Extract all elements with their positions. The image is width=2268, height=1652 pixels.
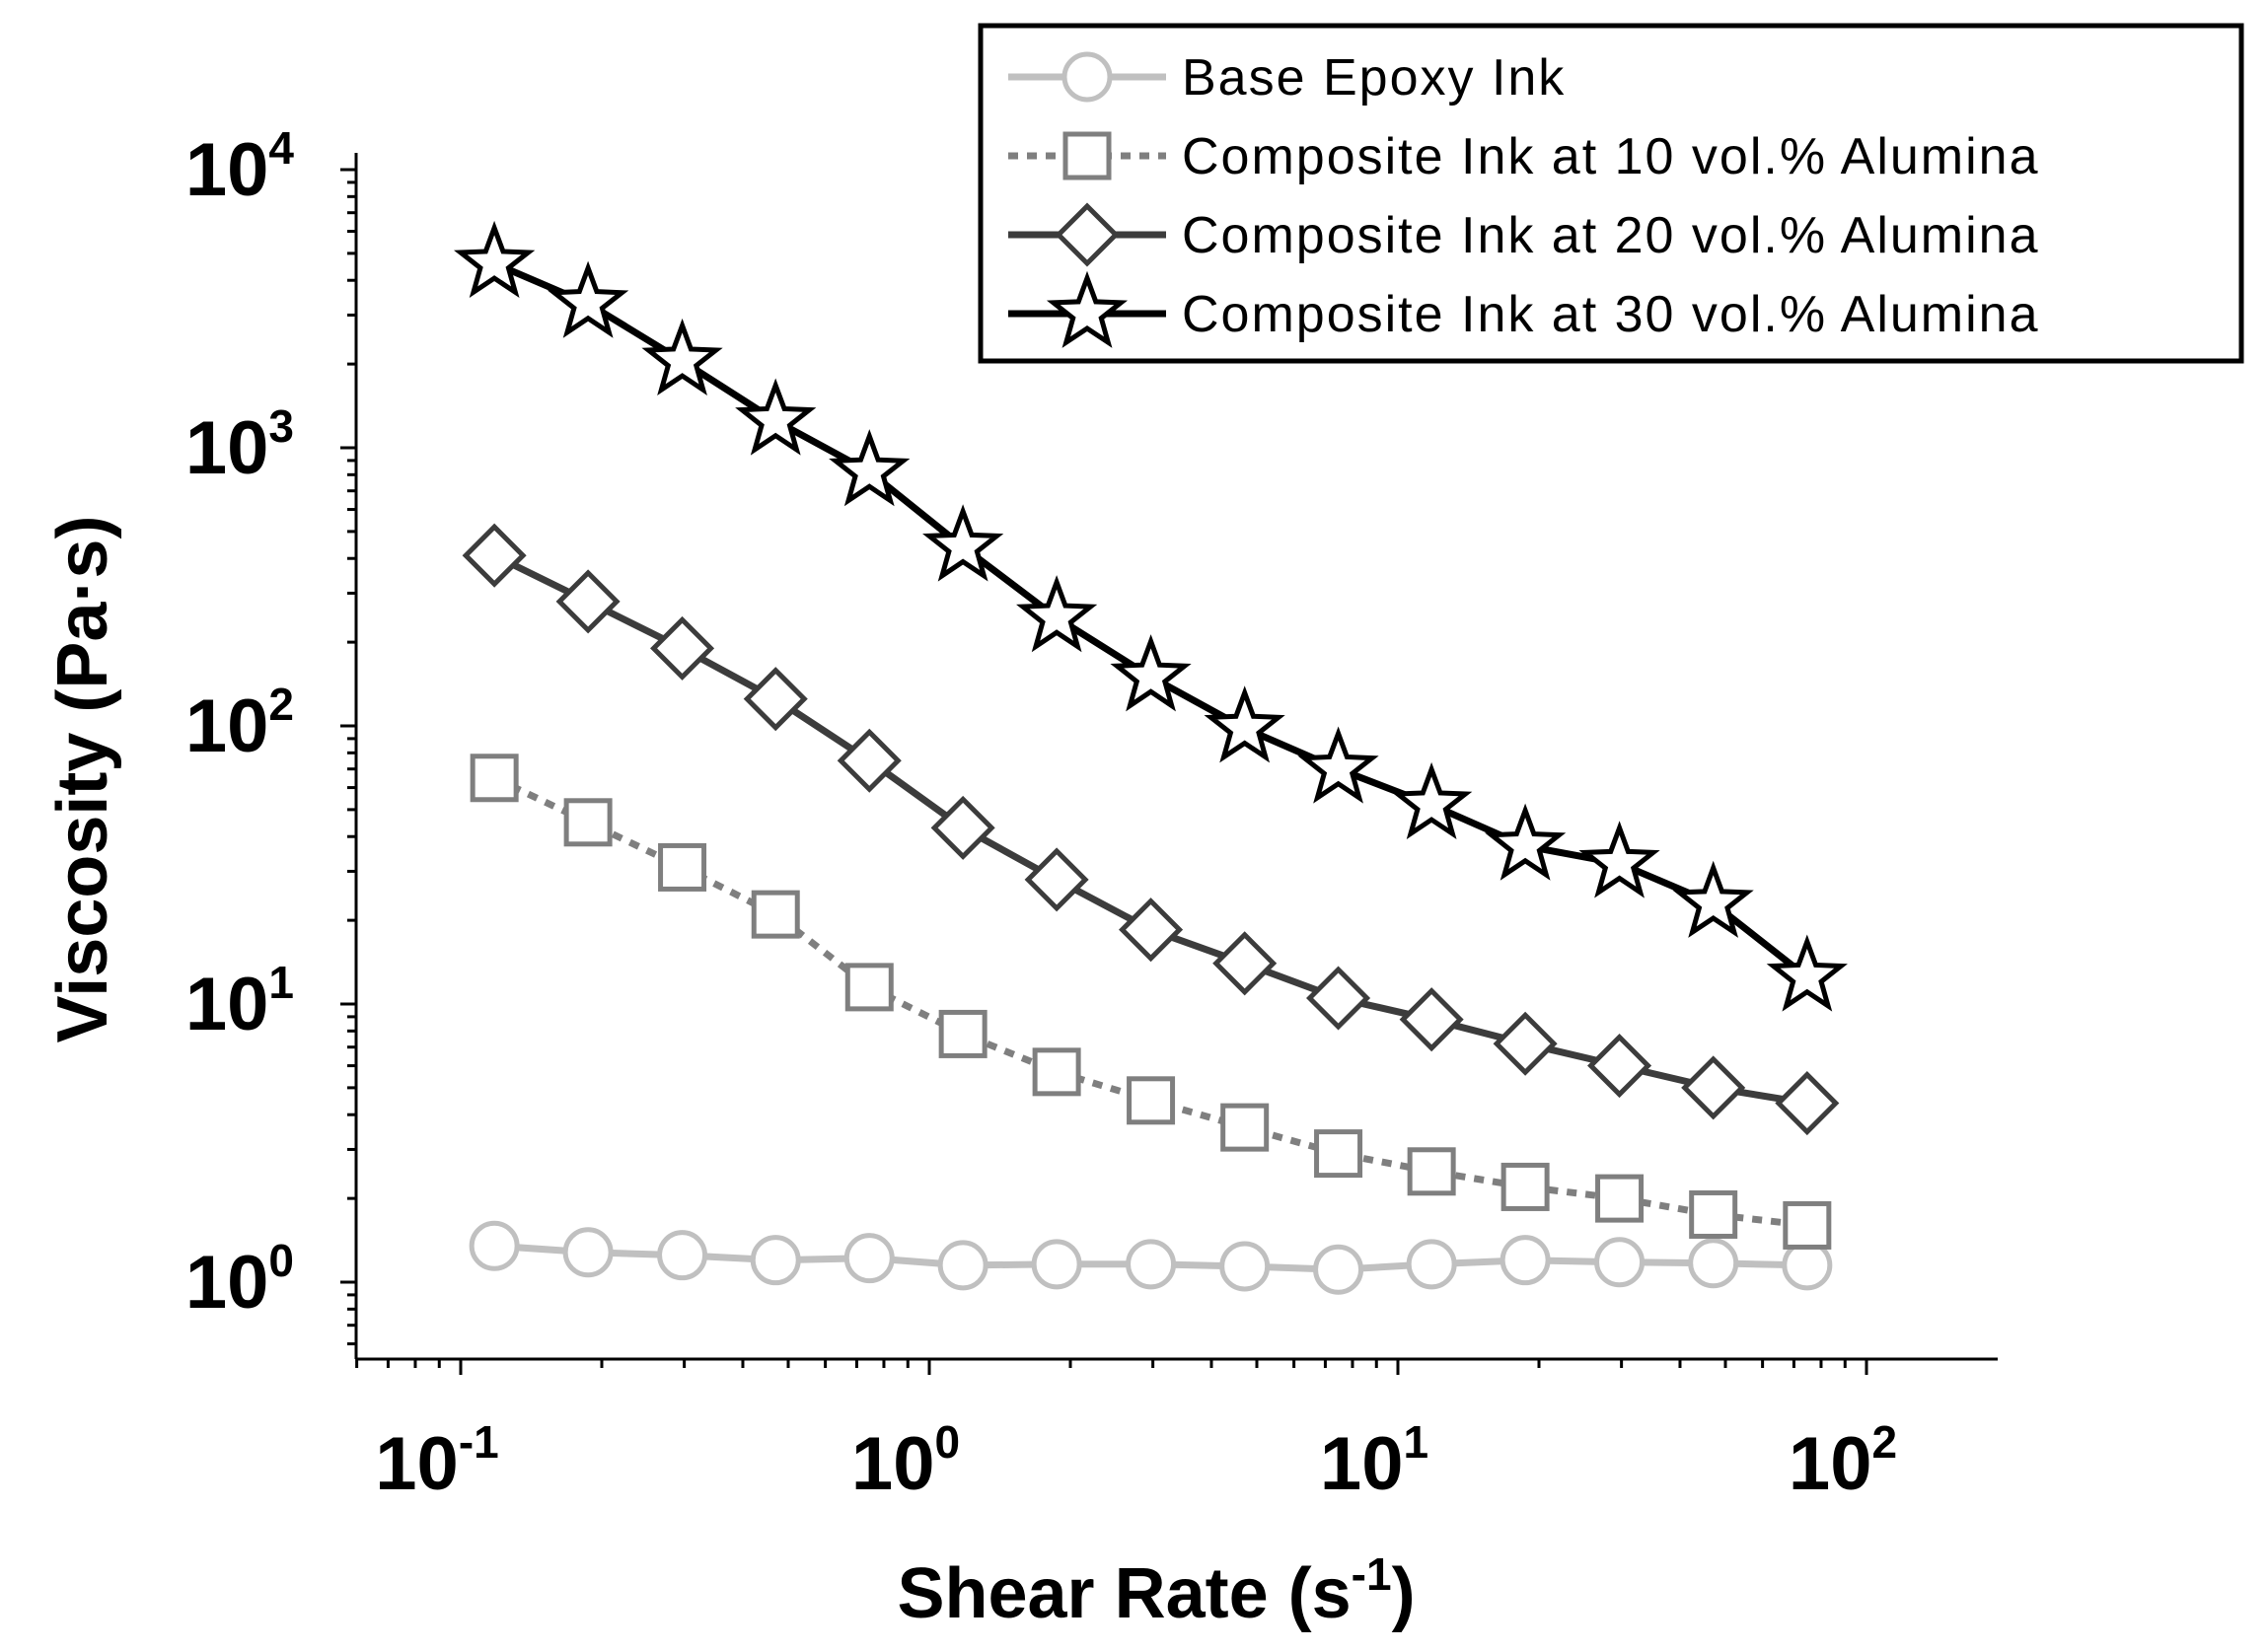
data-point	[930, 795, 995, 860]
data-point	[937, 1240, 988, 1291]
data-point	[1220, 1103, 1270, 1152]
data-point	[1314, 1129, 1363, 1179]
data-point	[1110, 634, 1192, 712]
legend-entry: Composite Ink at 20 vol.% Alumina	[1008, 202, 2040, 267]
data-point	[1766, 934, 1848, 1012]
data-point	[1219, 1241, 1271, 1292]
legend-entry: Composite Ink at 30 vol.% Alumina	[1008, 270, 2040, 348]
data-point	[1594, 1237, 1646, 1288]
y-tick-label: 100	[185, 1235, 294, 1325]
data-point	[469, 1220, 520, 1271]
data-point	[548, 260, 629, 338]
data-point	[1493, 1011, 1558, 1076]
y-tick-label: 103	[185, 400, 294, 490]
legend-marker	[1061, 51, 1113, 103]
legend: Base Epoxy Ink Composite Ink at 10 vol.% …	[978, 23, 2244, 364]
data-point	[743, 667, 808, 732]
data-point	[1306, 966, 1371, 1031]
data-point	[1024, 847, 1089, 912]
data-point	[844, 963, 894, 1012]
y-tick-label: 104	[185, 122, 295, 212]
data-point	[562, 1227, 614, 1278]
data-point	[829, 429, 911, 507]
legend-marker	[1046, 270, 1129, 348]
x-tick-label: 100	[851, 1416, 960, 1506]
data-point	[750, 1235, 801, 1286]
data-point	[1313, 1244, 1364, 1295]
data-point	[1672, 860, 1754, 938]
series-circle	[469, 1220, 1833, 1295]
y-tick-label: 102	[185, 679, 294, 768]
legend-label: Composite Ink at 20 vol.% Alumina	[1182, 207, 2040, 264]
data-point	[938, 1009, 988, 1058]
data-point	[1031, 1239, 1082, 1290]
legend-box	[978, 23, 2244, 364]
x-axis-label: Shear Rate (s-1)	[897, 1548, 1415, 1633]
data-point	[462, 523, 527, 588]
x-tick-label: 102	[1789, 1416, 1897, 1506]
data-point	[657, 1230, 708, 1281]
legend-marker	[1055, 202, 1120, 267]
data-point	[650, 615, 715, 681]
y-tick-label: 101	[185, 957, 294, 1046]
legend-marker	[1062, 131, 1112, 180]
legend-label: Base Epoxy Ink	[1182, 49, 1566, 107]
data-point	[563, 798, 613, 847]
data-point	[1500, 1235, 1551, 1286]
data-point	[1587, 1034, 1652, 1099]
data-point	[1783, 1200, 1832, 1250]
series-square	[470, 754, 1832, 1250]
data-point	[1595, 1174, 1645, 1223]
data-point	[1689, 1189, 1738, 1239]
data-point	[641, 318, 723, 396]
axes-layer: 10-1 100 101 102 100 101 102 103 104	[185, 122, 1998, 1506]
series-layer	[454, 220, 1848, 1295]
data-point	[837, 728, 902, 793]
x-axis-label-superscript: -1	[1352, 1548, 1392, 1600]
legend-entry: Composite Ink at 10 vol.% Alumina	[1008, 128, 2040, 185]
data-point	[922, 504, 1004, 582]
series-star	[454, 220, 1848, 1012]
data-point	[751, 890, 800, 939]
data-point	[1016, 575, 1098, 653]
data-point	[1127, 1076, 1176, 1125]
data-point	[1406, 1239, 1457, 1290]
data-point	[1485, 803, 1567, 881]
data-point	[735, 378, 817, 456]
legend-entry: Base Epoxy Ink	[1008, 49, 1566, 107]
series-diamond	[462, 523, 1840, 1136]
y-axis-label: Viscosity (Pa·s)	[43, 516, 122, 1043]
data-point	[843, 1233, 895, 1284]
data-point	[1775, 1071, 1840, 1136]
data-point	[470, 754, 519, 803]
data-point	[1391, 761, 1473, 840]
legend-label: Composite Ink at 30 vol.% Alumina	[1182, 286, 2040, 343]
data-point	[1119, 898, 1184, 963]
data-point	[1500, 1162, 1550, 1211]
data-point	[1399, 987, 1464, 1052]
data-point	[1212, 931, 1278, 996]
x-tick-label: 101	[1320, 1416, 1428, 1506]
data-point	[454, 220, 536, 299]
data-point	[1407, 1147, 1456, 1196]
data-point	[1126, 1239, 1177, 1290]
data-point	[1297, 726, 1379, 804]
data-point	[555, 569, 621, 634]
data-point	[1688, 1238, 1739, 1289]
data-point	[1681, 1055, 1746, 1120]
legend-label: Composite Ink at 10 vol.% Alumina	[1182, 128, 2040, 185]
data-point	[1204, 685, 1285, 763]
data-point	[658, 842, 707, 892]
data-point	[1578, 821, 1660, 898]
x-tick-label: 10-1	[375, 1416, 498, 1506]
data-point	[1032, 1047, 1081, 1097]
